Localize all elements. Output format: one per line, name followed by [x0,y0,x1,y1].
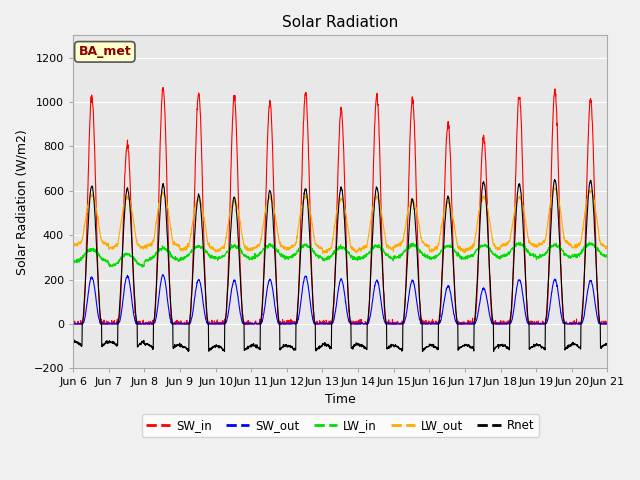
LW_in [604,253,611,259]
LW_in [586,240,593,245]
SW_out [69,321,77,326]
SW_out [356,321,364,327]
SW_out [159,272,167,277]
Title: Solar Radiation: Solar Radiation [282,15,398,30]
SW_in [367,243,375,249]
Line: SW_in: SW_in [73,87,607,324]
Y-axis label: Solar Radiation (W/m2): Solar Radiation (W/m2) [15,129,28,275]
Rnet [367,262,375,268]
SW_in [219,320,227,326]
Rnet [356,341,364,347]
Rnet [495,343,503,349]
Rnet [557,259,564,265]
SW_out [70,321,77,327]
LW_in [571,253,579,259]
LW_in [138,264,146,270]
Line: SW_out: SW_out [73,275,607,324]
SW_in [496,321,504,327]
SW_in [604,320,611,326]
LW_in [556,244,564,250]
SW_in [159,84,167,90]
LW_in [356,254,364,260]
SW_in [557,246,564,252]
Line: LW_in: LW_in [73,242,607,267]
LW_in [367,245,375,251]
SW_out [572,321,579,326]
LW_out [572,241,579,247]
Rnet [221,348,228,354]
LW_out [551,185,559,191]
SW_in [356,321,364,327]
SW_out [557,307,564,312]
SW_out [219,321,227,326]
Line: LW_out: LW_out [73,188,607,253]
SW_in [69,320,77,326]
Rnet [550,177,558,182]
SW_in [70,321,77,327]
LW_out [604,244,611,250]
LW_out [367,216,375,221]
Rnet [572,342,579,348]
SW_out [367,306,375,312]
Line: Rnet: Rnet [73,180,607,351]
LW_in [495,255,503,261]
Text: BA_met: BA_met [79,45,131,59]
LW_out [69,242,77,248]
SW_out [496,321,504,327]
SW_in [572,320,579,325]
LW_out [319,251,326,256]
LW_in [69,260,77,265]
LW_in [218,254,226,260]
LW_out [495,247,503,252]
LW_out [356,247,364,253]
Rnet [218,346,226,352]
Legend: SW_in, SW_out, LW_in, LW_out, Rnet: SW_in, SW_out, LW_in, LW_out, Rnet [141,414,539,437]
SW_out [604,321,611,326]
LW_out [218,245,226,251]
LW_out [557,208,564,214]
X-axis label: Time: Time [325,393,356,406]
Rnet [604,342,611,348]
Rnet [69,338,77,344]
